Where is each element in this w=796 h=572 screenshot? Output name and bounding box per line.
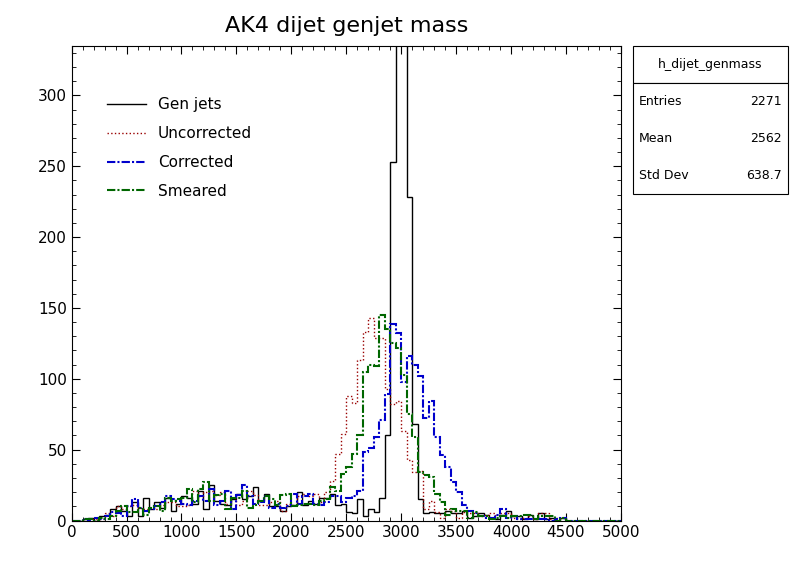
Title: AK4 dijet genjet mass: AK4 dijet genjet mass bbox=[224, 16, 468, 36]
Text: Mean: Mean bbox=[639, 132, 673, 145]
Bar bbox=[633, 83, 788, 194]
Legend: Gen jets, Uncorrected, Corrected, Smeared: Gen jets, Uncorrected, Corrected, Smeare… bbox=[101, 92, 258, 205]
Text: h_dijet_genmass: h_dijet_genmass bbox=[658, 58, 763, 71]
Text: 638.7: 638.7 bbox=[746, 169, 782, 182]
Text: Std Dev: Std Dev bbox=[639, 169, 689, 182]
Bar bbox=[633, 46, 788, 83]
Text: 2271: 2271 bbox=[750, 95, 782, 108]
Text: 2562: 2562 bbox=[750, 132, 782, 145]
Text: Entries: Entries bbox=[639, 95, 683, 108]
